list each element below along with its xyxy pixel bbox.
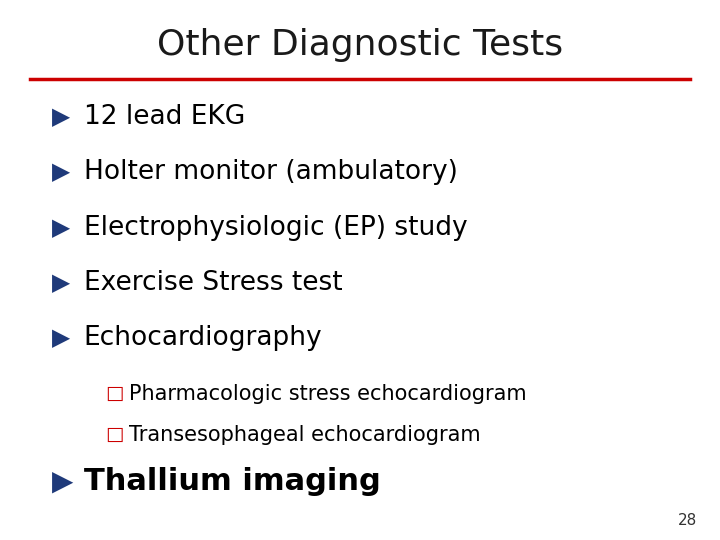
Text: ▶: ▶ (52, 160, 70, 184)
Text: □: □ (105, 426, 124, 444)
Text: ▶: ▶ (52, 468, 73, 496)
Text: □: □ (105, 384, 124, 403)
Text: Other Diagnostic Tests: Other Diagnostic Tests (157, 28, 563, 62)
Text: 12 lead EKG: 12 lead EKG (84, 104, 245, 130)
Text: Echocardiography: Echocardiography (84, 325, 323, 351)
Text: Electrophysiologic (EP) study: Electrophysiologic (EP) study (84, 214, 467, 240)
Text: Exercise Stress test: Exercise Stress test (84, 270, 343, 296)
Text: Holter monitor (ambulatory): Holter monitor (ambulatory) (84, 159, 458, 185)
Text: ▶: ▶ (52, 105, 70, 129)
Text: Pharmacologic stress echocardiogram: Pharmacologic stress echocardiogram (129, 383, 526, 403)
Text: 28: 28 (678, 513, 697, 528)
Text: ▶: ▶ (52, 326, 70, 350)
Text: Transesophageal echocardiogram: Transesophageal echocardiogram (129, 425, 481, 445)
Text: ▶: ▶ (52, 215, 70, 240)
Text: ▶: ▶ (52, 271, 70, 295)
Text: Thallium imaging: Thallium imaging (84, 467, 381, 496)
